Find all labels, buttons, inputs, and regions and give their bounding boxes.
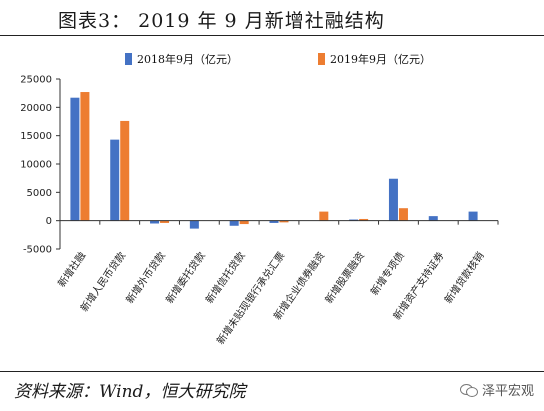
legend: 2018年9月（亿元） 2019年9月（亿元） <box>125 52 431 66</box>
legend-label-2019: 2019年9月（亿元） <box>330 52 431 66</box>
title-bar: 图表3： 2019 年 9 月新增社融结构 <box>0 0 544 34</box>
bar-2019-6 <box>319 211 329 221</box>
bar-2018-5 <box>269 220 279 223</box>
bar-2019-1 <box>120 120 130 221</box>
title-divider <box>0 35 544 36</box>
legend-swatch-2018 <box>125 53 132 65</box>
bar-2018-7 <box>349 219 359 221</box>
bar-2018-8 <box>388 178 398 221</box>
legend-swatch-2019 <box>318 53 325 65</box>
bar-2019-8 <box>398 208 408 221</box>
watermark-text: 泽平宏观 <box>481 384 534 399</box>
category-label: 新增专项债 <box>368 249 407 297</box>
bar-2019-7 <box>359 218 369 221</box>
x-axis: 新增社融新增人民币贷款新增外币贷款新增委托贷款新增信托贷款新增未贴现银行承兑汇票… <box>55 220 499 347</box>
bar-2018-1 <box>110 139 120 221</box>
y-tick-label: 20000 <box>20 103 52 114</box>
bar-2018-3 <box>189 220 199 229</box>
bar-2018-10 <box>468 211 478 221</box>
category-label: 新增贷款核销 <box>441 249 486 306</box>
y-axis: -5000 0 5000 10000 15000 20000 25000 <box>20 75 61 256</box>
category-label: 新增社融 <box>55 249 89 289</box>
category-label: 新增信托贷款 <box>203 249 248 306</box>
source-note: 资料来源：Wind，恒大研究院 <box>14 382 246 402</box>
y-tick-label: 25000 <box>20 75 52 86</box>
bar-2018-0 <box>70 97 80 221</box>
category-label: 新增外币贷款 <box>123 249 168 306</box>
y-tick-label: 10000 <box>20 160 52 171</box>
bar-2019-0 <box>80 92 90 221</box>
bars <box>70 92 478 229</box>
source-divider <box>0 371 544 372</box>
legend-label-2018: 2018年9月（亿元） <box>137 52 238 66</box>
category-label: 新增委托贷款 <box>163 249 208 306</box>
bar-2018-2 <box>150 220 160 224</box>
y-tick-label: 15000 <box>20 131 52 142</box>
y-tick-label: -5000 <box>23 245 52 256</box>
wechat-icon <box>459 383 478 397</box>
bar-2018-9 <box>428 216 438 221</box>
bar-2019-5 <box>279 220 289 223</box>
y-tick-label: 5000 <box>27 188 52 199</box>
bar-2018-4 <box>229 220 239 226</box>
category-label: 新增未贴现银行承兑汇票 <box>214 249 288 347</box>
watermark: 泽平宏观 <box>459 380 534 399</box>
chart-title: 图表3： 2019 年 9 月新增社融结构 <box>58 10 385 32</box>
bar-2019-2 <box>160 220 170 223</box>
bar-chart: 2018年9月（亿元） 2019年9月（亿元） -5000 0 5000 10000 1… <box>20 52 499 347</box>
bar-2019-4 <box>239 220 249 225</box>
y-tick-label: 0 <box>46 216 52 227</box>
category-label: 新增股票融资 <box>322 249 367 306</box>
